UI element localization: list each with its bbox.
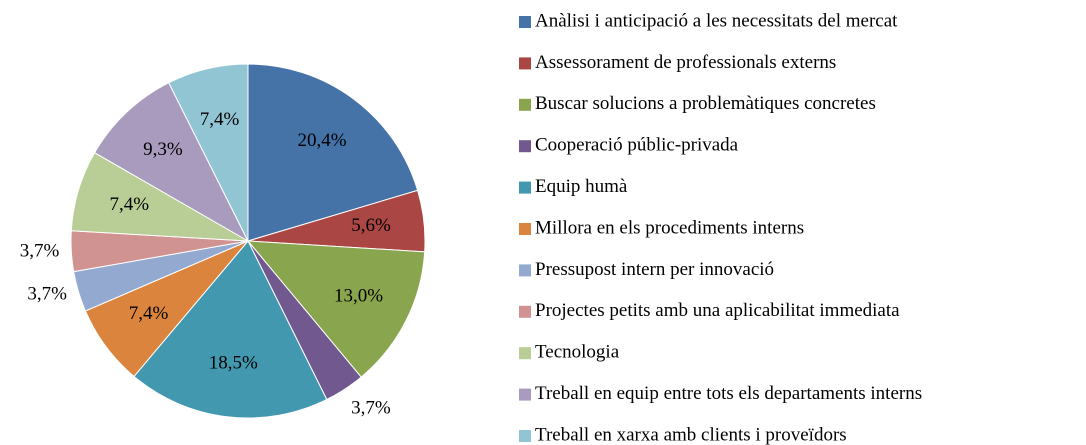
pie-slice <box>93 82 250 243</box>
legend-swatch <box>519 181 531 194</box>
legend-label: Anàlisi i anticipació a les necessitats … <box>535 10 898 31</box>
data-label: 7,4% <box>200 109 240 130</box>
legend-label: Treball en xarxa amb clients i proveïdor… <box>535 424 847 445</box>
legend-label: Tecnologia <box>535 342 620 363</box>
legend-swatch <box>519 388 531 401</box>
legend-label: Pressupost intern per innovació <box>535 259 774 280</box>
legend-label: Equip humà <box>535 176 628 197</box>
legend-label: Treball en equip entre tots els departam… <box>535 383 922 404</box>
data-label: 5,6% <box>351 215 391 236</box>
legend-swatch <box>519 16 531 28</box>
pie-slice <box>168 63 249 242</box>
data-label: 13,0% <box>334 285 383 306</box>
data-label: 7,4% <box>129 303 169 324</box>
pie-slice <box>133 240 328 419</box>
legend-swatch <box>519 264 531 277</box>
legend-label: Buscar solucions a problemàtiques concre… <box>535 93 876 114</box>
pie-slice <box>247 63 419 242</box>
legend-label: Millora en els procediments interns <box>535 217 804 238</box>
pie-slice <box>246 240 426 378</box>
legend-swatch <box>519 98 531 111</box>
data-label: 7,4% <box>109 194 149 215</box>
data-label: 20,4% <box>297 130 346 151</box>
data-label: 9,3% <box>143 139 183 160</box>
legend-swatch <box>519 57 531 70</box>
legend-swatch <box>519 140 531 153</box>
data-label: 3,7% <box>20 240 60 261</box>
legend-label: Cooperació públic-privada <box>535 135 739 156</box>
legend-label: Projectes petits amb una aplicabilitat i… <box>535 300 900 321</box>
data-label: 3,7% <box>27 283 67 304</box>
legend-label: Assessorament de professionals externs <box>535 52 836 73</box>
legend-swatch <box>519 347 531 360</box>
legend-swatch <box>519 223 531 235</box>
data-label: 3,7% <box>351 398 391 419</box>
data-label: 18,5% <box>209 352 258 373</box>
legend-swatch <box>519 430 531 442</box>
legend-swatch <box>519 305 531 318</box>
